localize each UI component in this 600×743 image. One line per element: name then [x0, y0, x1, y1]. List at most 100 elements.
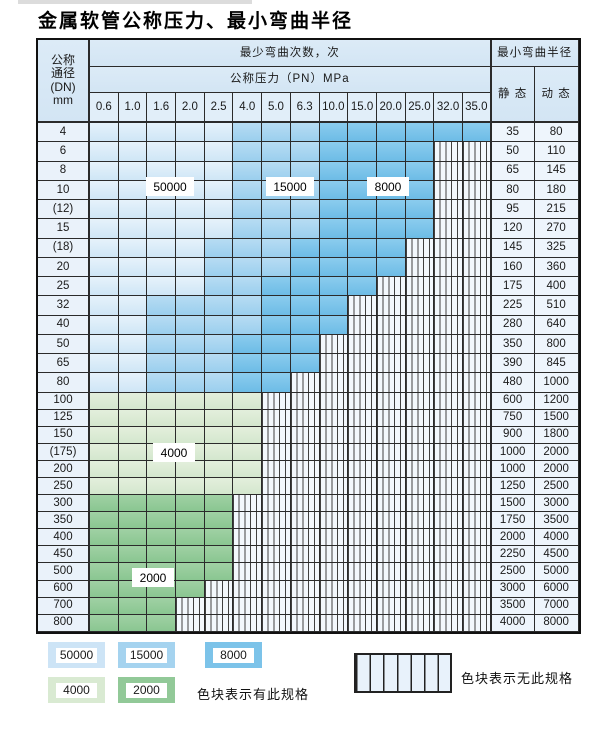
spec-cell [233, 409, 263, 427]
spec-cell [118, 373, 148, 393]
spec-cell [204, 529, 234, 547]
spec-cell [376, 200, 406, 220]
spec-cell [376, 392, 406, 410]
zone-label-2000: 2000 [132, 568, 174, 587]
spec-cell [204, 354, 234, 374]
spec-cell [462, 597, 492, 615]
spec-cell [434, 334, 463, 354]
spec-cell [204, 563, 234, 581]
spec-cell [176, 597, 205, 615]
legend-swatch-label: 4000 [56, 682, 97, 698]
static-value: 280 [491, 315, 535, 335]
spec-cell [290, 477, 320, 496]
spec-cell [118, 296, 148, 316]
spec-cell [204, 477, 234, 496]
spec-cell [262, 529, 291, 547]
spec-cell [204, 443, 234, 461]
spec-cell [233, 495, 263, 513]
spec-cell [147, 354, 177, 374]
spec-cell [262, 460, 291, 478]
legend-swatch-label: 2000 [126, 682, 167, 698]
spec-cell [290, 142, 320, 162]
spec-cell [405, 580, 435, 598]
spec-cell [319, 219, 349, 239]
spec-cell [90, 277, 119, 297]
dynamic-value: 800 [534, 334, 579, 354]
pressure-header-cell: 0.6 [90, 93, 119, 123]
spec-cell [434, 257, 463, 277]
spec-cell [90, 238, 119, 258]
spec-cell [405, 142, 435, 162]
radius-span-header: 最小弯曲半径 [491, 40, 579, 67]
spec-cell [147, 200, 177, 220]
spec-cell [290, 315, 320, 335]
spec-cell [147, 495, 177, 513]
spec-cell [319, 512, 349, 530]
dynamic-value: 145 [534, 161, 579, 181]
spec-cell [434, 373, 463, 393]
spec-cell [434, 392, 463, 410]
legend-no-spec-swatch [354, 653, 452, 693]
spec-cell [319, 277, 349, 297]
spec-cell [262, 334, 291, 354]
spec-cell [90, 409, 119, 427]
dn-corner-header-line: 通径 [50, 66, 75, 81]
spec-cell [90, 477, 119, 496]
spec-cell [462, 219, 492, 239]
spec-cell [118, 409, 148, 427]
spec-cell [176, 238, 205, 258]
spec-cell [462, 142, 492, 162]
spec-cell [290, 443, 320, 461]
dynamic-value: 845 [534, 354, 579, 374]
spec-cell [176, 334, 205, 354]
spec-cell [319, 477, 349, 496]
spec-cell [262, 123, 291, 143]
page-title: 金属软管公称压力、最小弯曲半径 [38, 10, 354, 32]
spec-cell [147, 257, 177, 277]
spec-cell [233, 180, 263, 200]
spec-cell [348, 219, 377, 239]
spec-cell [233, 257, 263, 277]
spec-cell [348, 334, 377, 354]
row-label-dn: (175) [38, 443, 90, 461]
spec-cell [262, 614, 291, 632]
spec-cell [434, 161, 463, 181]
row-label-dn: 8 [38, 161, 90, 181]
spec-cell [462, 460, 492, 478]
static-value: 1250 [491, 477, 535, 496]
spec-cell [233, 219, 263, 239]
spec-cell [290, 354, 320, 374]
legend-swatch-4000: 4000 [48, 677, 105, 703]
dynamic-value: 4500 [534, 546, 579, 564]
spec-cell [90, 373, 119, 393]
dynamic-value: 360 [534, 257, 579, 277]
spec-cell [434, 512, 463, 530]
spec-cell [176, 477, 205, 496]
spec-cell [434, 443, 463, 461]
spec-cell [376, 460, 406, 478]
spec-cell [348, 161, 377, 181]
spec-cell [376, 580, 406, 598]
spec-cell [118, 200, 148, 220]
pressure-header-cell: 10.0 [319, 93, 349, 123]
spec-cell [118, 495, 148, 513]
table-grid: 公称 通径 (DN) mm 最少弯曲次数，次 最小弯曲半径 公称压力（PN）MPa 静 态动 … [36, 38, 581, 634]
spec-cell [434, 597, 463, 615]
spec-cell [462, 512, 492, 530]
spec-cell [233, 238, 263, 258]
spec-cell [176, 495, 205, 513]
spec-cell [233, 392, 263, 410]
spec-cell [262, 200, 291, 220]
dn-corner-header: 公称 通径 (DN) mm [38, 40, 90, 123]
row-label-dn: 40 [38, 315, 90, 335]
row-label-dn: 80 [38, 373, 90, 393]
spec-cell [147, 142, 177, 162]
dynamic-value: 4000 [534, 529, 579, 547]
spec-cell [319, 200, 349, 220]
spec-cell [462, 277, 492, 297]
pressure-header-cell: 4.0 [233, 93, 263, 123]
spec-cell [319, 614, 349, 632]
row-label-dn: 65 [38, 354, 90, 374]
spec-cell [204, 161, 234, 181]
